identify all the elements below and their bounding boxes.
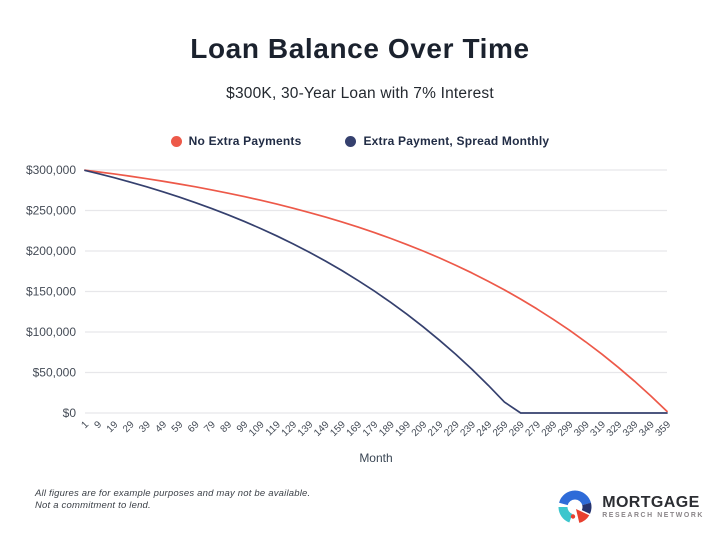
x-axis-tick-label: 139 [296,419,316,439]
x-axis-tick-label: 29 [121,419,137,435]
x-axis-tick-label: 39 [137,419,153,435]
x-axis-tick-label: 19 [105,419,121,435]
y-axis-tick-label: $300,000 [26,163,76,177]
series-line-extra-payment-spread-monthly [84,169,668,414]
x-axis-tick-label: 239 [458,419,478,439]
x-axis-tick-label: 309 [572,419,592,439]
x-axis-tick-label: 329 [605,419,625,439]
x-axis-tick-label: 69 [186,419,202,435]
legend: No Extra Payments Extra Payment, Spread … [0,134,720,148]
legend-label: No Extra Payments [188,134,302,148]
logo-text: MORTGAGE RESEARCH NETWORK [602,494,704,520]
x-axis-tick-label: 269 [507,419,527,439]
x-axis-tick-label: 149 [312,419,332,439]
x-axis-tick-label: 319 [589,419,609,439]
disclaimer-line-1: All figures are for example purposes and… [35,488,311,499]
chart-subtitle: $300K, 30-Year Loan with 7% Interest [226,85,494,102]
y-axis-tick-label: $100,000 [26,325,76,339]
y-axis-tick-label: $0 [63,406,77,420]
x-axis-tick-label: 259 [491,419,511,439]
x-axis-tick-label: 359 [654,419,674,439]
disclaimer: All figures are for example purposes and… [35,488,310,511]
x-axis-tick-label: 89 [219,419,235,435]
x-axis-tick-label: 339 [621,419,641,439]
logo-tagline: RESEARCH NETWORK [602,512,704,519]
y-axis-tick-label: $50,000 [33,366,77,380]
x-axis-tick-label: 109 [247,419,267,439]
y-axis-tick-label: $150,000 [26,285,76,299]
x-axis-tick-label: 189 [377,419,397,439]
logo-name: MORTGAGE [602,494,700,511]
x-axis-tick-label: 349 [637,419,657,439]
x-axis-tick-label: 59 [170,419,186,435]
chart-title: Loan Balance Over Time [190,33,530,64]
legend-label: Extra Payment, Spread Monthly [363,134,550,148]
x-axis-tick-label: 119 [264,419,283,438]
legend-item-extra-payment-spread-monthly: Extra Payment, Spread Monthly [345,134,549,148]
x-axis-tick-label: 229 [442,419,462,439]
x-axis-tick-label: 129 [280,419,300,439]
x-axis-tick-label: 219 [426,419,446,439]
x-axis-tick-label: 1 [79,419,91,431]
legend-marker-no-extra-payments [170,135,182,147]
x-axis-tick-label: 249 [475,419,495,439]
y-axis-tick-label: $250,000 [26,204,76,218]
y-axis-tick-label: $200,000 [26,244,76,258]
series-line-no-extra-payments [84,169,668,413]
x-axis-tick-label: 9 [92,419,104,431]
x-axis-tick-label: 209 [410,419,430,439]
logo: MORTGAGE RESEARCH NETWORK [555,487,704,527]
x-axis-title: Month [359,451,392,465]
legend-item-no-extra-payments: No Extra Payments [170,134,302,148]
x-axis-tick-label: 49 [154,419,170,435]
x-axis-tick-label: 79 [202,419,218,435]
x-axis-tick-label: 289 [540,419,560,439]
disclaimer-line-2: Not a commitment to lend. [35,499,151,511]
x-axis-tick-label: 299 [556,419,576,439]
x-axis-tick-label: 179 [361,419,381,439]
x-axis-tick-label: 279 [523,419,543,439]
legend-marker-extra-payment-spread-monthly [345,135,357,147]
x-axis-tick-label: 169 [345,419,365,439]
x-axis-tick-label: 199 [393,419,413,439]
mortgage-research-network-logo-icon [558,490,592,524]
x-axis-tick-label: 159 [328,419,348,439]
